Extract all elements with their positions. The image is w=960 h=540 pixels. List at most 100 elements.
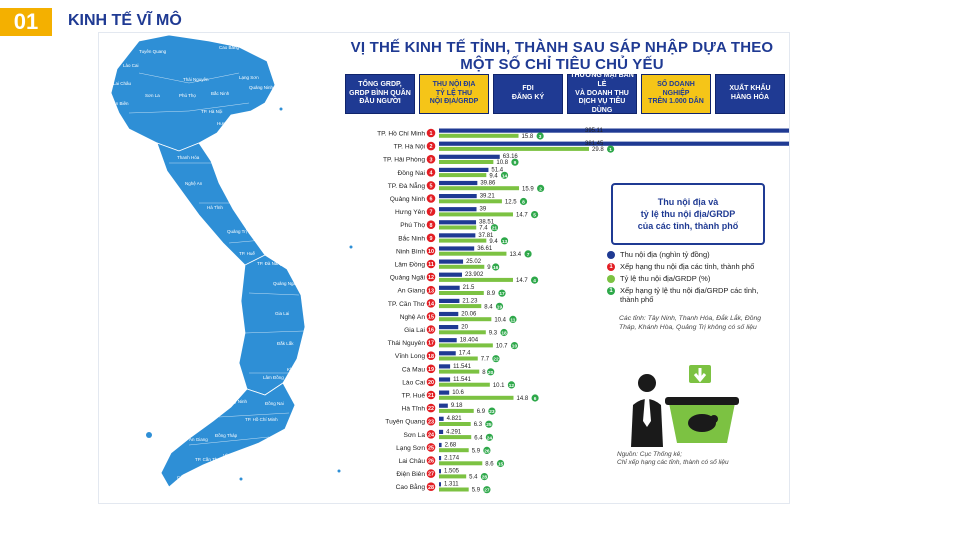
map-label: Phú Quốc <box>137 425 158 430</box>
ratio-rank-text: 18 <box>501 331 507 337</box>
ratio-rank-badge <box>500 237 509 245</box>
ratio-value: 7.4 <box>479 226 488 232</box>
ratio-bar <box>439 356 478 361</box>
revenue-rank-text: 13 <box>428 288 434 294</box>
revenue-rank-text: 3 <box>430 157 433 163</box>
ratio-value: 10.8 <box>496 160 508 166</box>
vietnam-map: Tuyên Quang Lào Cai Cao Bằng Lạng Sơn Lai Ch… <box>109 34 359 488</box>
province-label: Sơn La <box>403 432 425 439</box>
ratio-rank-text: 24 <box>487 435 493 441</box>
revenue-rank-text: 4 <box>430 170 433 176</box>
ratio-bar <box>439 382 490 387</box>
revenue-value: 18.404 <box>460 338 479 344</box>
map-label: Cà Mau <box>177 475 193 480</box>
tab-fdi[interactable]: FDI ĐĂNG KÝ <box>493 74 563 114</box>
ratio-value: 6.4 <box>474 435 483 441</box>
map-label: Quảng Trị <box>227 229 247 234</box>
revenue-value: 10.6 <box>452 390 464 396</box>
revenue-rank-text: 14 <box>428 301 434 307</box>
legend-item-ratio-rank: 1 Xếp hạng tỷ lệ thu nội địa/GRDP các tỉ… <box>607 286 777 304</box>
revenue-rank-badge <box>426 181 436 190</box>
revenue-rank-text: 6 <box>430 197 433 203</box>
revenue-bar <box>439 429 444 434</box>
map-label: TP. Hồ Chí Minh <box>245 417 278 422</box>
ratio-bar <box>439 395 514 400</box>
revenue-rank-badge <box>426 128 436 138</box>
province-label: An Giang <box>398 288 426 295</box>
revenue-rank-text: 15 <box>428 315 434 321</box>
ratio-rank-badge <box>510 342 519 350</box>
ratio-value: 8.6 <box>485 462 494 468</box>
ratio-rank-text: 19 <box>497 304 503 310</box>
legend-item-revenue-rank: 1 Xếp hạng thu nội địa các tỉnh, thành p… <box>607 262 777 271</box>
revenue-rank-text: 11 <box>428 262 434 268</box>
map-label: QĐ Trường Sa <box>325 461 355 466</box>
ratio-rank-text: 10 <box>512 344 518 350</box>
ratio-rank-text: 22 <box>493 357 499 363</box>
map-label: Khánh Hòa <box>287 367 310 372</box>
ratio-rank-badge <box>483 486 491 494</box>
province-label: TP. Cần Thơ <box>388 299 426 308</box>
revenue-rank-badge <box>426 469 436 478</box>
ratio-value: 6.3 <box>474 422 483 428</box>
revenue-rank-badge <box>426 154 436 164</box>
revenue-value: 39.86 <box>480 180 496 186</box>
revenue-bar <box>439 194 477 199</box>
revenue-rank-text: 2 <box>430 144 433 150</box>
province-label: Quảng Ninh <box>390 196 426 203</box>
ratio-value: 9.4 <box>489 239 498 245</box>
revenue-rank-text: 21 <box>428 393 434 399</box>
map-label: Đồng Nai <box>265 401 284 406</box>
ratio-rank-badge <box>485 433 494 441</box>
ratio-rank-text: 21 <box>492 226 498 232</box>
revenue-bar <box>439 207 477 212</box>
revenue-rank-badge <box>426 233 436 243</box>
ratio-value: 7.7 <box>481 357 490 363</box>
revenue-bar <box>439 298 460 303</box>
map-label: Phú Thọ <box>179 93 196 98</box>
ratio-rank-text: 7 <box>527 252 530 258</box>
legend: Thu nội địa (nghìn tỷ đồng) 1 Xếp hạng t… <box>607 250 777 307</box>
ratio-rank-badge <box>530 276 539 284</box>
ratio-bar <box>439 160 494 164</box>
ratio-rank-text: 5 <box>533 213 536 219</box>
map-label: Cao Bằng <box>219 44 240 50</box>
revenue-value: 21.5 <box>463 285 475 291</box>
tab-enterprises[interactable]: SỐ DOANH NGHIỆP TRÊN 1.000 DÂN <box>641 74 711 114</box>
ratio-rank-badge <box>490 224 499 232</box>
ratio-bar <box>439 422 471 426</box>
revenue-rank-badge <box>426 312 436 321</box>
map-label: Lai Châu <box>113 81 132 86</box>
map-label: Điện Biên <box>109 101 129 106</box>
ratio-bar <box>439 448 469 453</box>
ratio-rank-text: 11 <box>510 317 515 323</box>
map-label: Vĩnh Long <box>223 453 244 458</box>
legend-label: Tỷ lệ thu nội địa/GRDP (%) <box>620 274 711 283</box>
tab-export[interactable]: XUẤT KHẨU HÀNG HÓA <box>715 74 785 114</box>
map-label: Hưng Yên <box>217 121 238 126</box>
legend-navy-dot <box>607 251 615 259</box>
ratio-rank-badge <box>492 263 500 271</box>
ratio-bar <box>439 474 467 479</box>
revenue-rank-text: 16 <box>428 328 434 334</box>
revenue-rank-text: 22 <box>428 406 434 412</box>
ratio-value: 15.9 <box>522 186 534 192</box>
revenue-value: 37.81 <box>478 233 494 239</box>
revenue-bar <box>439 325 459 330</box>
ratio-bar <box>439 317 492 322</box>
ratio-rank-badge <box>519 197 528 206</box>
ratio-value: 9.3 <box>489 331 498 337</box>
ratio-rank-badge <box>480 473 488 481</box>
map-label: TP. Huế <box>239 251 255 256</box>
tab-grdp[interactable]: TỔNG GRDP, GRDP BÌNH QUÂN ĐẦU NGƯỜI <box>345 74 415 114</box>
revenue-rank-badge <box>426 482 436 492</box>
tab-domestic-revenue[interactable]: THU NỘI ĐỊA TỶ LỆ THU NỘI ĐỊA/GRDP <box>419 74 489 114</box>
ratio-bar <box>439 435 472 440</box>
map-label: Bắc Ninh <box>211 90 230 96</box>
map-label: Tuyên Quang <box>139 49 167 54</box>
province-label: Lào Cai <box>402 379 425 386</box>
ratio-rank-text: 12 <box>509 383 515 389</box>
district-lines <box>128 72 305 446</box>
ratio-bar <box>439 212 513 217</box>
tab-retail-trade[interactable]: THƯƠNG MẠI BÁN LẺ VÀ DOANH THU DỊCH VỤ T… <box>567 72 637 114</box>
